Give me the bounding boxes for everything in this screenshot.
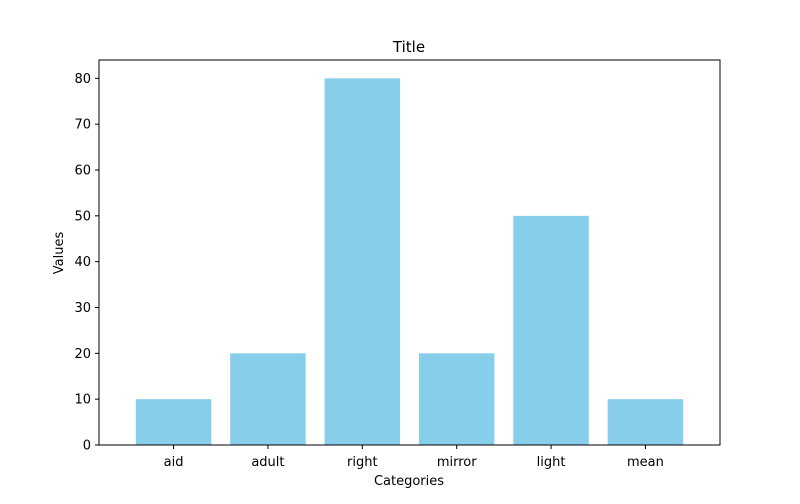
bar-right (324, 78, 401, 445)
y-tick-label-10: 10 (74, 393, 91, 408)
y-tick-label-40: 40 (74, 255, 91, 270)
y-tick-label-70: 70 (74, 118, 91, 133)
x-tick-label-right: right (347, 455, 378, 470)
y-tick-label-50: 50 (74, 209, 91, 224)
x-tick-label-adult: adult (251, 455, 284, 470)
bar-light (513, 215, 589, 445)
y-tick-label-20: 20 (74, 347, 91, 362)
y-axis-label: Values (52, 232, 67, 275)
y-tick-label-80: 80 (74, 72, 91, 87)
chart-title: Title (392, 38, 425, 56)
y-tick-label-60: 60 (74, 164, 91, 179)
plot-frame (98, 59, 721, 446)
x-axis-label: Categories (374, 474, 444, 489)
y-tick-label-30: 30 (74, 301, 91, 316)
x-tick-label-mirror: mirror (437, 455, 477, 470)
bar-adult (230, 353, 306, 445)
y-axis: 0 10 20 30 40 50 60 70 80 (74, 72, 99, 454)
x-axis: aid adult right mirror light mean (164, 445, 664, 470)
bars-group (135, 78, 684, 445)
bar-mirror (418, 353, 495, 445)
y-tick-label-0: 0 (83, 439, 91, 454)
bar-mean (607, 399, 684, 445)
bar-aid (135, 399, 212, 445)
x-tick-label-light: light (537, 455, 566, 470)
x-tick-label-aid: aid (164, 455, 184, 470)
x-tick-label-mean: mean (627, 455, 664, 470)
